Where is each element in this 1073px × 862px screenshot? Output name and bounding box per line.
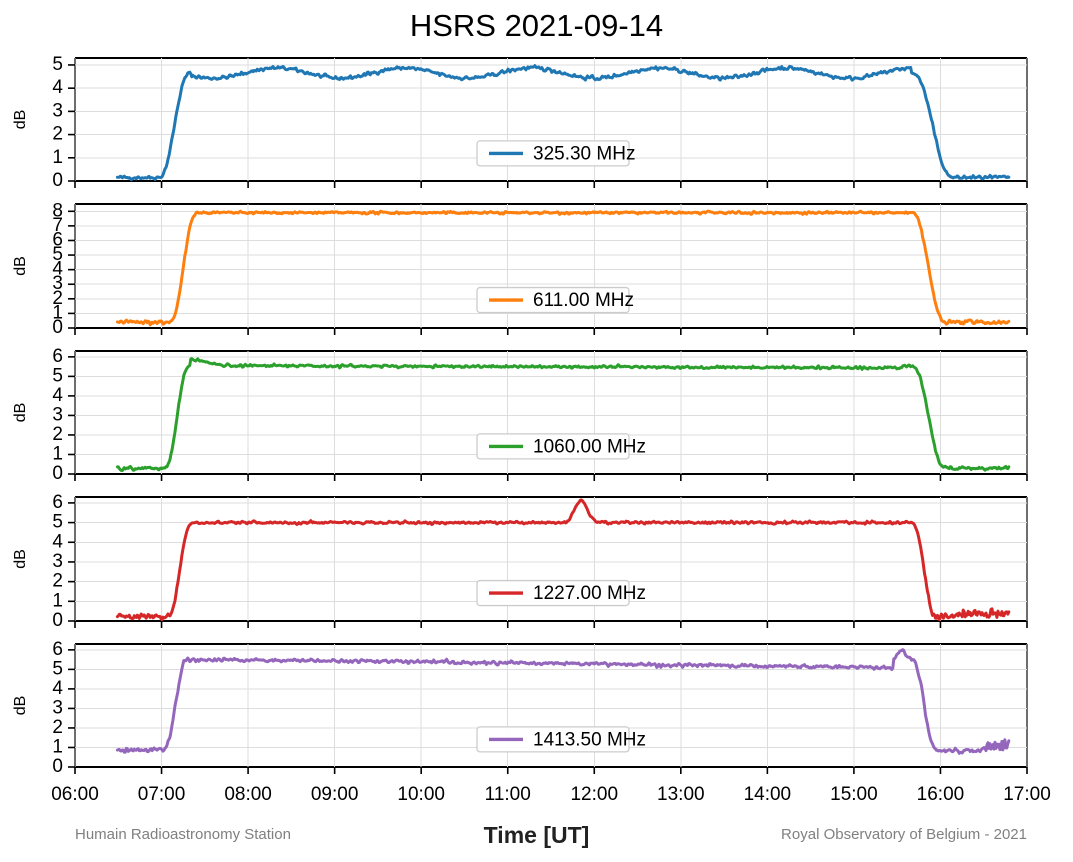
svg-text:dB: dB: [12, 549, 29, 569]
svg-text:2: 2: [52, 424, 63, 445]
svg-text:07:00: 07:00: [138, 784, 186, 805]
svg-text:8: 8: [52, 200, 63, 221]
svg-text:10:00: 10:00: [397, 784, 445, 805]
svg-text:3: 3: [52, 697, 63, 718]
svg-text:15:00: 15:00: [830, 784, 878, 805]
svg-text:0: 0: [52, 756, 63, 777]
svg-text:3: 3: [52, 551, 63, 572]
svg-text:1060.00 MHz: 1060.00 MHz: [533, 436, 646, 457]
svg-text:16:00: 16:00: [917, 784, 965, 805]
svg-text:4: 4: [52, 77, 63, 98]
svg-text:0: 0: [52, 610, 63, 631]
svg-text:1: 1: [52, 147, 63, 168]
svg-text:dB: dB: [12, 110, 29, 130]
svg-text:5: 5: [52, 365, 63, 386]
svg-text:1227.00 MHz: 1227.00 MHz: [533, 583, 646, 604]
svg-text:2: 2: [52, 717, 63, 738]
svg-text:5: 5: [52, 658, 63, 679]
svg-text:3: 3: [52, 404, 63, 425]
svg-text:6: 6: [52, 346, 63, 367]
svg-text:6: 6: [52, 639, 63, 660]
svg-text:dB: dB: [12, 403, 29, 423]
svg-text:1: 1: [52, 443, 63, 464]
svg-text:325.30 MHz: 325.30 MHz: [533, 143, 635, 164]
svg-text:0: 0: [52, 463, 63, 484]
svg-text:12:00: 12:00: [570, 784, 618, 805]
svg-text:4: 4: [52, 385, 63, 406]
svg-text:5: 5: [52, 54, 63, 75]
svg-text:1413.50 MHz: 1413.50 MHz: [533, 729, 646, 750]
svg-text:4: 4: [52, 678, 63, 699]
svg-text:09:00: 09:00: [311, 784, 359, 805]
svg-text:11:00: 11:00: [485, 784, 531, 805]
svg-text:2: 2: [52, 571, 63, 592]
svg-text:1: 1: [52, 736, 63, 757]
svg-text:4: 4: [52, 531, 63, 552]
svg-text:dB: dB: [12, 256, 29, 276]
svg-text:13:00: 13:00: [657, 784, 705, 805]
svg-text:06:00: 06:00: [51, 784, 99, 805]
svg-text:17:00: 17:00: [1003, 784, 1051, 805]
svg-text:2: 2: [52, 124, 63, 145]
svg-text:dB: dB: [12, 696, 29, 716]
svg-text:08:00: 08:00: [224, 784, 272, 805]
svg-text:611.00 MHz: 611.00 MHz: [533, 290, 634, 311]
svg-text:14:00: 14:00: [744, 784, 792, 805]
svg-text:0: 0: [52, 170, 63, 191]
svg-text:5: 5: [52, 512, 63, 533]
svg-text:6: 6: [52, 492, 63, 513]
svg-text:3: 3: [52, 100, 63, 121]
svg-text:1: 1: [52, 590, 63, 611]
